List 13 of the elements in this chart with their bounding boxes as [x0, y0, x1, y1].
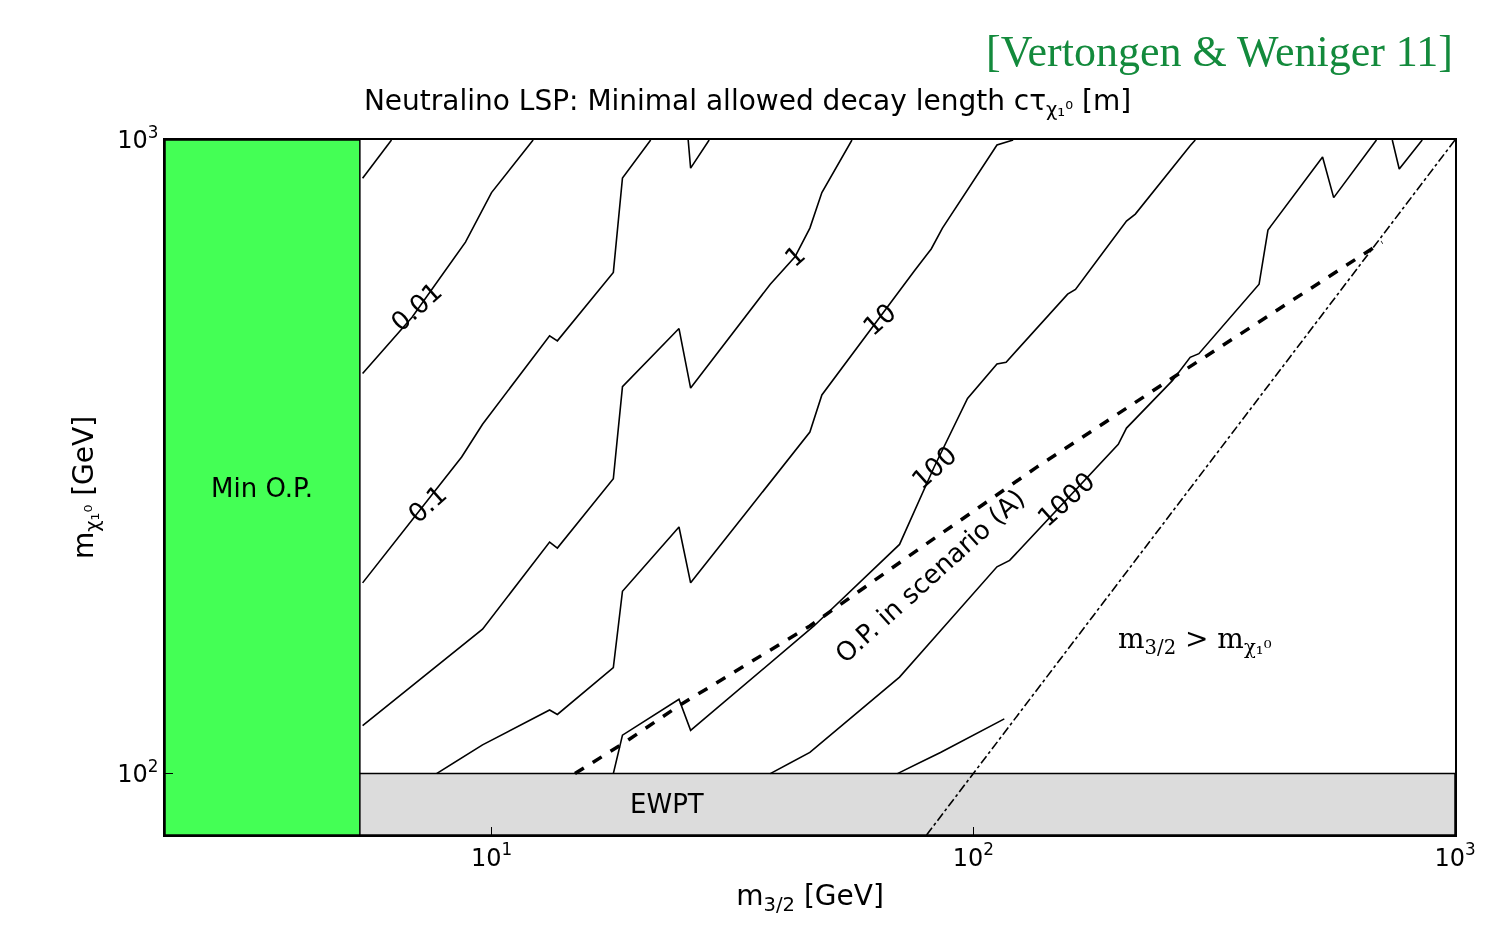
annotation: 100 — [905, 439, 963, 495]
annotation: m$_{3/2}$ > m$_{χ₁⁰}$ — [1118, 622, 1272, 659]
band-label: EWPT — [630, 789, 704, 819]
x-tick-label: 10$^{2}$ — [952, 839, 994, 872]
text: [Vertongen & Weniger 11] — [986, 27, 1453, 76]
x-axis-title: m$_{3/2}$ [GeV] — [736, 879, 884, 917]
annotation: 1 — [778, 239, 812, 273]
chart-title: Neutralino LSP: Minimal allowed decay length cτ$_{χ₁⁰}$ [m] — [363, 84, 1132, 121]
annotation: 10 — [857, 297, 902, 342]
x-tick-label: 10$^{1}$ — [470, 839, 513, 872]
x-tick-label: 10$^{3}$ — [1434, 839, 1476, 872]
annotation: 0.1 — [401, 478, 453, 529]
band-label: Min O.P. — [211, 473, 313, 503]
